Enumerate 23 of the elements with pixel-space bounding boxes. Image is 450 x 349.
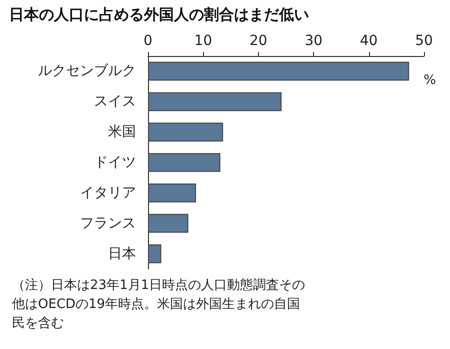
x-tick-label: 10 bbox=[194, 33, 212, 49]
y-tick-label: スイス bbox=[94, 94, 136, 110]
y-tick-label: イタリア bbox=[80, 184, 136, 201]
bar bbox=[148, 153, 220, 172]
x-tick-label: 20 bbox=[249, 33, 268, 49]
x-tick-label: 0 bbox=[144, 33, 152, 49]
y-tick-label: フランス bbox=[80, 215, 136, 232]
bar bbox=[148, 244, 162, 264]
text: （注）日本は23年1月1日時点の人口動態調査その他はOECDの19年時点。米国は外国生まれの自国民を含む bbox=[12, 278, 306, 331]
x-tick-label: 50 bbox=[415, 33, 433, 49]
chart-title: 日本の人口に占める外国人の割合はまだ低い bbox=[9, 6, 309, 24]
bar bbox=[148, 122, 224, 142]
y-tick-label: 日本 bbox=[108, 246, 136, 262]
bar bbox=[148, 62, 410, 81]
bar bbox=[148, 92, 282, 112]
bar bbox=[148, 183, 196, 202]
y-tick-label: 米国 bbox=[108, 124, 136, 140]
x-axis-title: % bbox=[424, 73, 436, 88]
x-tick-label: 40 bbox=[360, 33, 378, 49]
x-tick-label: 30 bbox=[304, 33, 323, 49]
y-tick-label: ルクセンブルク bbox=[38, 63, 136, 80]
bar bbox=[148, 214, 188, 233]
y-tick-label: ドイツ bbox=[94, 154, 136, 170]
